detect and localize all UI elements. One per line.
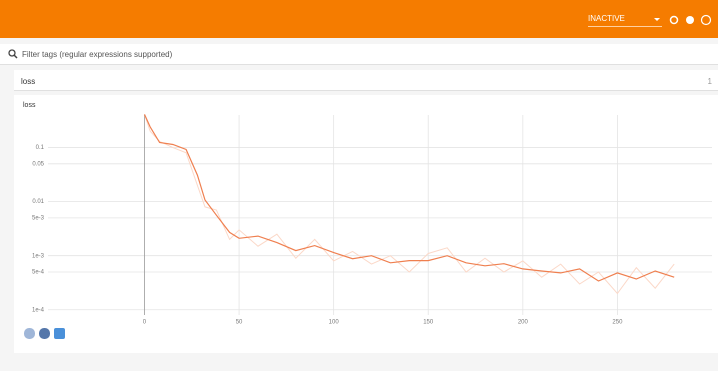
expand-button[interactable] xyxy=(54,328,65,339)
y-tick-label: 0.1 xyxy=(36,145,45,151)
reload-icon[interactable] xyxy=(669,15,679,25)
section-header[interactable]: loss 1 xyxy=(14,70,718,91)
dropdown-arrow[interactable] xyxy=(654,18,660,21)
chart-card: loss 0.1 0.05 0.01 5e-3 1e-3 5e-4 1e-4 0 50 100 15… xyxy=(14,95,718,353)
y-tick-label: 1e-3 xyxy=(32,253,45,259)
chart-title: loss xyxy=(23,102,36,109)
filter-bar[interactable]: Filter tags (regular expressions support… xyxy=(0,44,718,65)
x-tick-label: 50 xyxy=(236,320,243,326)
y-tick-label: 5e-4 xyxy=(32,270,45,276)
section-title: loss xyxy=(21,77,36,86)
chart: loss 0.1 0.05 0.01 5e-3 1e-3 5e-4 1e-4 0 50 100 15… xyxy=(23,102,712,339)
x-tick-label: 0 xyxy=(143,320,147,326)
x-tick-label: 250 xyxy=(612,320,623,326)
x-tick-label: 200 xyxy=(518,320,529,326)
section-count: 1 xyxy=(707,77,712,86)
settings-icon[interactable] xyxy=(686,16,694,24)
run-status-select[interactable]: INACTIVE xyxy=(588,14,662,27)
y-tick-label: 0.05 xyxy=(32,161,44,167)
x-tick-label: 150 xyxy=(423,320,434,326)
fit-domain-button[interactable] xyxy=(24,328,35,339)
filter-placeholder: Filter tags (regular expressions support… xyxy=(22,50,173,59)
chart-buttons xyxy=(24,328,65,339)
help-icon[interactable] xyxy=(700,14,712,26)
toolbar-icons xyxy=(654,14,712,26)
top-bar: INACTIVE xyxy=(0,0,718,38)
x-tick-label: 100 xyxy=(329,320,340,326)
series-line xyxy=(144,114,675,295)
search-icon xyxy=(8,49,18,59)
series-line xyxy=(143,114,675,282)
log-scale-button[interactable] xyxy=(39,328,50,339)
y-tick-label: 5e-3 xyxy=(32,215,45,221)
y-tick-label: 1e-4 xyxy=(32,307,45,313)
y-tick-label: 0.01 xyxy=(32,199,44,205)
